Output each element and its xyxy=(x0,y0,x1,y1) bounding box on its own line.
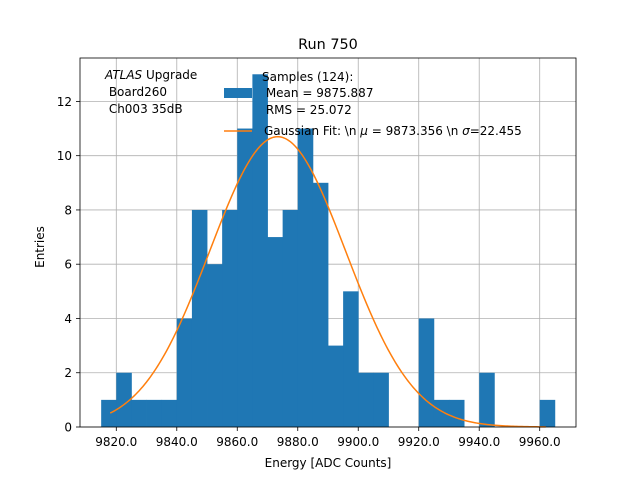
axes-frame xyxy=(79,57,577,428)
annotation-upgrade: Upgrade xyxy=(142,68,197,82)
legend-samples-line-1: Samples (124): xyxy=(262,70,353,84)
x-tick-label: 9840.0 xyxy=(156,435,198,449)
histogram-bar xyxy=(343,291,359,427)
y-tick-label: 10 xyxy=(57,149,72,163)
x-tick-label: 9960.0 xyxy=(519,435,561,449)
legend-fit-mu: μ xyxy=(359,124,368,138)
y-tick-label: 6 xyxy=(64,258,72,272)
y-axis-ticks: 0 2 4 6 8 10 12 xyxy=(57,95,80,435)
legend-histogram-swatch xyxy=(224,88,252,98)
legend: Samples (124): Mean = 9875.887 RMS = 25.… xyxy=(224,70,522,138)
histogram-bar xyxy=(101,399,117,427)
histogram-bar xyxy=(222,209,238,427)
histogram-bar xyxy=(116,372,132,427)
histogram-bar xyxy=(176,318,193,427)
histogram-bar xyxy=(328,345,344,427)
histogram-bar xyxy=(252,74,268,427)
legend-fit-label: Gaussian Fit: \n μ = 9873.356 \n σ=22.45… xyxy=(264,124,522,138)
x-tick-label: 9880.0 xyxy=(277,435,319,449)
legend-fit-sigma: σ xyxy=(462,124,470,138)
histogram-bar xyxy=(312,182,329,427)
x-tick-label: 9860.0 xyxy=(216,435,258,449)
y-tick-label: 12 xyxy=(57,95,72,109)
histogram-bar xyxy=(539,399,556,427)
y-tick-label: 4 xyxy=(64,312,72,326)
histogram-bar xyxy=(433,399,450,427)
atlas-annotation: ATLAS Upgrade Board260 Ch003 35dB xyxy=(104,68,197,116)
x-axis-label: Energy [ADC Counts] xyxy=(265,456,392,470)
histogram-bar xyxy=(267,237,284,427)
histogram-bar xyxy=(146,399,163,427)
legend-fit-mid: = 9873.356 \n xyxy=(368,124,462,138)
annotation-line-1: ATLAS Upgrade xyxy=(104,68,197,82)
x-tick-label: 9940.0 xyxy=(458,435,500,449)
y-tick-label: 0 xyxy=(64,421,72,435)
gaussian-fit-curve xyxy=(109,135,546,428)
histogram-bar xyxy=(191,209,208,427)
histogram-bar xyxy=(297,128,314,427)
y-axis-label: Entries xyxy=(33,226,47,268)
histogram-bar xyxy=(207,264,223,427)
x-tick-label: 9820.0 xyxy=(95,435,137,449)
annotation-line-2: Board260 xyxy=(105,85,167,99)
histogram-bar xyxy=(282,209,299,427)
histogram-bar xyxy=(161,399,178,427)
x-axis-ticks: 9820.0 9840.0 9860.0 9880.0 9900.0 9920.0 9940… xyxy=(95,427,561,449)
histogram-bars xyxy=(101,74,556,427)
histogram-bar xyxy=(418,318,435,427)
histogram-bar xyxy=(358,372,374,427)
annotation-line-3: Ch003 35dB xyxy=(105,102,183,116)
histogram-bar xyxy=(131,399,147,427)
histogram-bar xyxy=(237,128,253,427)
annotation-atlas-italic: ATLAS xyxy=(104,68,143,82)
histogram-bar xyxy=(373,372,389,427)
y-tick-label: 2 xyxy=(64,366,72,380)
chart-title: Run 750 xyxy=(298,37,358,53)
y-tick-label: 8 xyxy=(64,203,72,217)
legend-samples-line-2: Mean = 9875.887 xyxy=(262,86,373,100)
x-tick-label: 9900.0 xyxy=(337,435,379,449)
legend-samples-line-3: RMS = 25.072 xyxy=(262,103,352,117)
histogram-bar xyxy=(479,372,495,427)
legend-fit-prefix: Gaussian Fit: \n xyxy=(264,124,360,138)
legend-fit-suffix: =22.455 xyxy=(470,124,522,138)
histogram-bar xyxy=(448,399,465,427)
x-tick-label: 9920.0 xyxy=(398,435,440,449)
